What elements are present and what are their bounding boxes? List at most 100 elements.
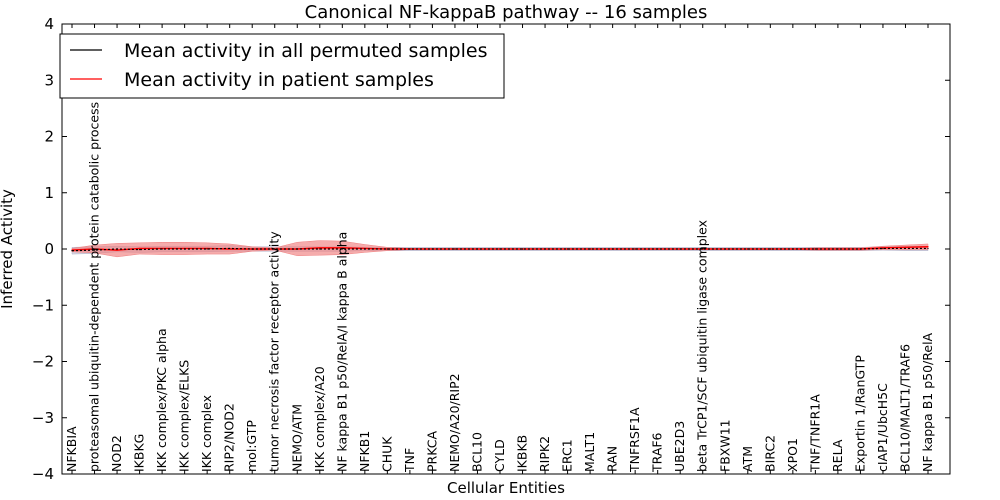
permuted-point bbox=[521, 248, 524, 250]
x-tick-label: BCL10/MALT1/TRAF6 bbox=[897, 344, 912, 472]
series-lines bbox=[71, 246, 929, 252]
x-tick-label: NF kappa B1 p50/RelA/I kappa B alpha bbox=[334, 232, 349, 472]
permuted-point bbox=[566, 248, 569, 250]
permuted-point bbox=[814, 248, 816, 250]
patient-point bbox=[93, 248, 96, 250]
patient-point bbox=[116, 249, 118, 251]
permuted-point bbox=[544, 248, 546, 250]
y-tick-label: 1 bbox=[44, 184, 54, 202]
x-tick-label: RIP2/NOD2 bbox=[222, 403, 237, 472]
x-tick-label: FBXW11 bbox=[717, 419, 732, 472]
permuted-point bbox=[724, 248, 726, 250]
permuted-point bbox=[341, 248, 343, 250]
permuted-point bbox=[702, 248, 704, 250]
y-tick-label: −3 bbox=[32, 409, 54, 427]
permuted-point bbox=[93, 249, 96, 251]
permuted-point bbox=[679, 248, 681, 250]
x-tick-label: IKK complex/PKC alpha bbox=[154, 328, 169, 472]
permuted-point bbox=[837, 248, 839, 250]
permuted-point bbox=[859, 248, 862, 250]
permuted-point bbox=[657, 248, 659, 250]
x-tick-label: tumor necrosis factor receptor activity bbox=[267, 231, 282, 472]
permuted-point bbox=[747, 248, 749, 250]
x-tick-label: BCL10 bbox=[469, 432, 484, 472]
permuted-point bbox=[251, 248, 253, 250]
permuted-point bbox=[71, 250, 73, 252]
permuted-point bbox=[927, 247, 929, 250]
x-tick-label: TNFRSF1A bbox=[627, 407, 642, 473]
y-tick-label: 4 bbox=[44, 15, 54, 33]
y-tick-label: −2 bbox=[32, 353, 54, 371]
patient-point bbox=[341, 247, 343, 249]
x-tick-label: TRAF6 bbox=[650, 432, 665, 473]
permuted-point bbox=[116, 248, 118, 250]
permuted-point bbox=[634, 248, 636, 250]
legend-label-permuted: Mean activity in all permuted samples bbox=[124, 40, 487, 62]
x-tick-label: XPO1 bbox=[785, 438, 800, 472]
x-tick-label: MALT1 bbox=[582, 432, 597, 472]
permuted-point bbox=[409, 248, 411, 250]
x-tick-label: mol:GTP bbox=[244, 420, 259, 472]
permuted-point bbox=[612, 248, 614, 250]
x-tick-label: IKBKB bbox=[515, 435, 530, 472]
permuted-point bbox=[882, 247, 884, 250]
x-tick-label: IKK complex/A20 bbox=[312, 366, 327, 472]
x-tick-label: NF kappa B1 p50/RelA bbox=[920, 332, 935, 472]
permuted-point bbox=[499, 248, 501, 250]
permuted-point bbox=[296, 248, 298, 250]
x-tick-label: PRKCA bbox=[424, 431, 439, 472]
x-tick-label: NOD2 bbox=[109, 435, 124, 472]
x-tick-label: NEMO/ATM bbox=[289, 404, 304, 472]
permuted-point bbox=[386, 248, 388, 250]
x-tick-label: Exportin 1/RanGTP bbox=[852, 355, 867, 472]
patient-point bbox=[138, 247, 141, 250]
x-tick-label: CYLD bbox=[492, 439, 507, 472]
legend-box bbox=[59, 33, 505, 99]
permuted-point bbox=[431, 248, 434, 250]
patient-point bbox=[904, 246, 907, 248]
legend-label-patient: Mean activity in patient samples bbox=[124, 69, 434, 91]
x-tick-label: RELA bbox=[830, 439, 845, 472]
permuted-point bbox=[229, 247, 231, 250]
x-tick-label: RIPK2 bbox=[537, 436, 552, 472]
permuted-point bbox=[138, 248, 141, 251]
permuted-point bbox=[319, 248, 321, 250]
plot-frame bbox=[61, 23, 951, 475]
permuted-point bbox=[364, 248, 366, 250]
permuted-point bbox=[904, 247, 907, 250]
permuted-point bbox=[792, 248, 794, 250]
x-tick-label: NFKB1 bbox=[357, 431, 372, 472]
x-tick-label: IKK complex bbox=[199, 395, 214, 472]
y-tick-label: −1 bbox=[32, 296, 54, 314]
x-tick-label: NEMO/A20/RIP2 bbox=[447, 373, 462, 472]
x-tick-label: RAN bbox=[605, 446, 620, 472]
permuted-point bbox=[476, 248, 479, 250]
patient-point bbox=[319, 247, 321, 249]
x-tick-label: ERC1 bbox=[560, 439, 575, 472]
patient-point bbox=[927, 246, 929, 248]
x-tick-label: NFKBIA bbox=[64, 426, 79, 472]
legend: Mean activity in all permuted samples Mea… bbox=[59, 33, 505, 99]
permuted-point bbox=[206, 248, 208, 250]
y-tick-label: 2 bbox=[44, 128, 54, 146]
x-tick-label: CHUK bbox=[379, 436, 394, 472]
x-tick-label: beta TrCP1/SCF ubiquitin ligase complex bbox=[695, 220, 710, 472]
x-tick-label: ATM bbox=[740, 446, 755, 472]
x-axis-ticks: NFKBIA proteasomal ubiquitin-dependent pr… bbox=[64, 24, 935, 474]
x-tick-label: UBE2D3 bbox=[672, 421, 687, 472]
y-tick-label: 0 bbox=[44, 240, 54, 258]
permuted-point bbox=[274, 248, 276, 250]
x-axis-label: Cellular Entities bbox=[447, 479, 565, 497]
permuted-point bbox=[769, 248, 771, 250]
x-tick-label: IKBKG bbox=[132, 434, 147, 472]
permuted-point bbox=[184, 248, 186, 250]
permuted-point bbox=[161, 248, 163, 250]
x-tick-label: TNF bbox=[402, 448, 417, 473]
x-tick-label: IKK complex/ELKS bbox=[177, 360, 192, 472]
x-tick-label: TNF/TNFR1A bbox=[807, 394, 822, 473]
x-tick-label: proteasomal ubiquitin-dependent protein … bbox=[87, 102, 102, 472]
y-tick-label: 3 bbox=[44, 71, 54, 89]
permuted-point bbox=[454, 248, 456, 250]
chart-title: Canonical NF-kappaB pathway -- 16 sample… bbox=[305, 2, 708, 23]
